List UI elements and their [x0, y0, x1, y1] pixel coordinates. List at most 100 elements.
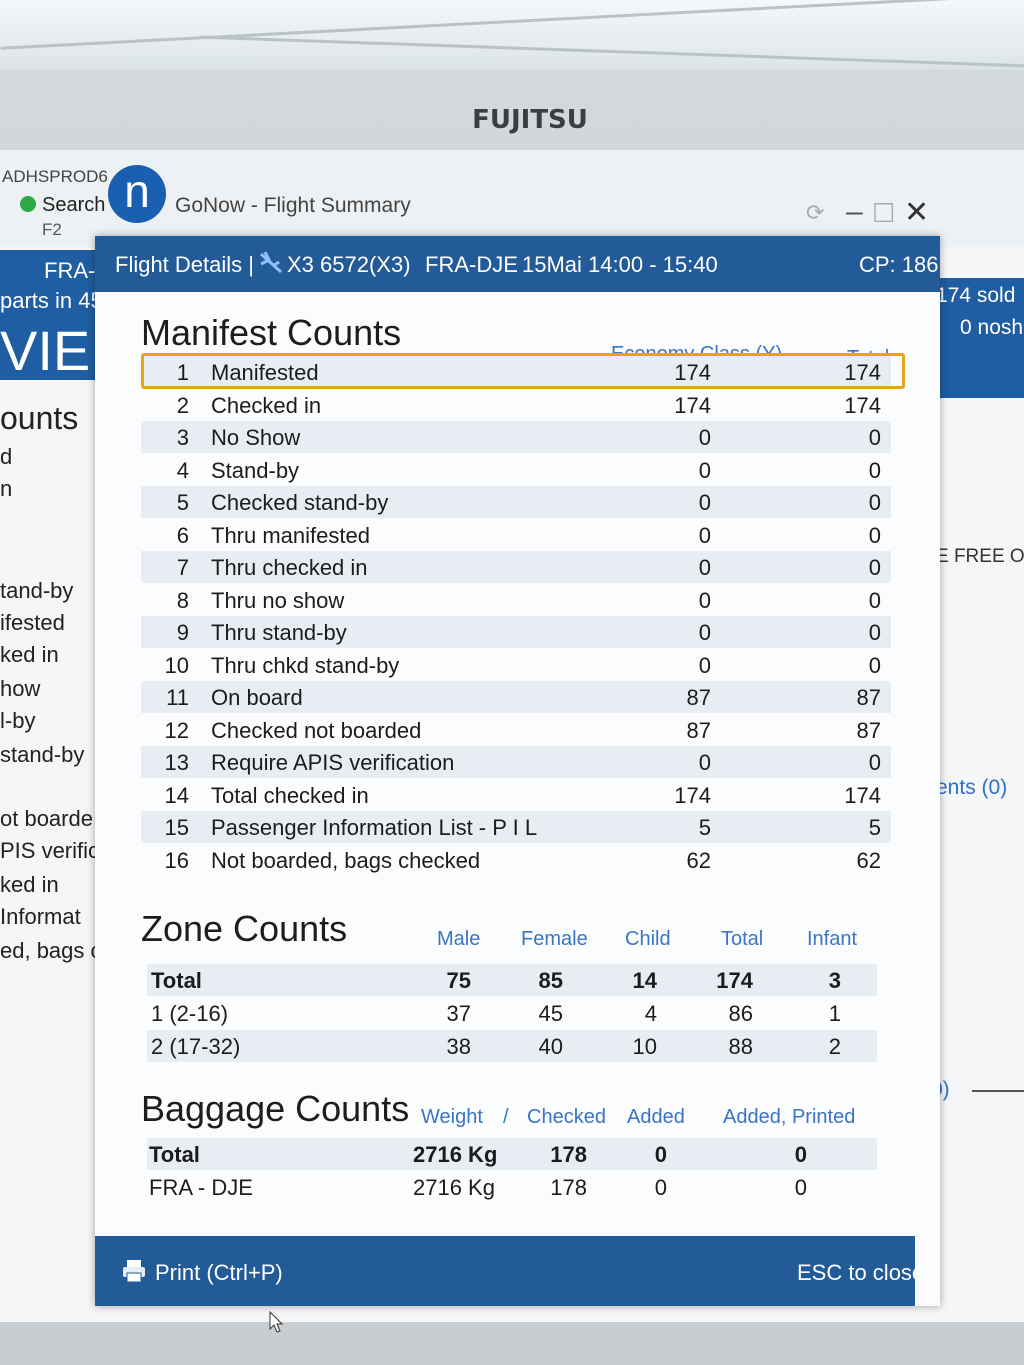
- search-label[interactable]: Search: [42, 194, 106, 216]
- close-icon[interactable]: ✕: [904, 196, 930, 229]
- zone-title: Zone Counts: [141, 908, 348, 949]
- manifest-row[interactable]: 11 On board 87 87: [141, 681, 891, 713]
- female-count: 40: [538, 1034, 563, 1059]
- manifest-row[interactable]: 3 No Show 0 0: [141, 421, 891, 453]
- total-value: 0: [868, 425, 881, 450]
- economy-value: 174: [674, 392, 711, 418]
- manifest-row[interactable]: 10 Thru chkd stand-by 0 0: [141, 649, 891, 681]
- manifest-row[interactable]: 5 Checked stand-by 0 0: [141, 486, 891, 518]
- economy-value: 174: [674, 782, 711, 808]
- total-value: 0: [868, 490, 881, 515]
- print-button[interactable]: Print (Ctrl+P): [155, 1260, 283, 1285]
- row-number: 6: [176, 522, 189, 548]
- row-number: 10: [164, 652, 189, 678]
- background-view-title: VIE: [0, 319, 91, 382]
- total-value: 174: [844, 392, 881, 418]
- row-number: 9: [176, 620, 189, 645]
- row-label: Thru no show: [211, 587, 345, 613]
- background-list-item: ed, bags c: [0, 938, 102, 963]
- background-list-item: stand-by: [0, 742, 85, 767]
- zone-column-header: Female: [521, 928, 588, 950]
- background-list-item: ot boarde: [0, 806, 93, 831]
- zone-row: Total 75 85 14 174 3: [147, 964, 877, 996]
- background-list-item: l-by: [0, 708, 36, 733]
- row-label: On board: [211, 685, 303, 710]
- manifest-row[interactable]: 6 Thru manifested 0 0: [141, 519, 891, 551]
- flight-summary-dialog: Flight Details | X3 6572(X3) FRA-DJE 15M…: [95, 236, 940, 1333]
- flight-route: FRA-DJE: [425, 252, 518, 277]
- manifest-row[interactable]: 14 Total checked in 174 174: [141, 779, 891, 811]
- row-number: 14: [164, 782, 189, 808]
- economy-value: 0: [698, 425, 711, 450]
- zone-label: 1 (2-16): [151, 1001, 229, 1026]
- divider: [972, 1090, 1024, 1092]
- sold-count: 174 sold: [936, 284, 1016, 307]
- manifest-row[interactable]: 9 Thru stand-by 0 0: [141, 616, 891, 648]
- economy-value: 87: [686, 685, 711, 710]
- row-number: 4: [176, 457, 189, 483]
- manifest-row[interactable]: 1 Manifested 174 174: [141, 356, 891, 388]
- minimize-icon[interactable]: –: [846, 195, 863, 228]
- free-of-label: E FREE OF: [936, 546, 1024, 567]
- baggage-added: 0: [654, 1142, 667, 1167]
- economy-value: 0: [698, 620, 711, 645]
- manifest-row[interactable]: 8 Thru no show 0 0: [141, 584, 891, 616]
- child-count: 10: [632, 1034, 657, 1059]
- row-number: 1: [176, 360, 189, 385]
- infant-count: 3: [828, 968, 841, 993]
- zone-column-header: Total: [721, 928, 764, 950]
- baggage-checked: 178: [550, 1142, 587, 1167]
- printer-icon[interactable]: [121, 1258, 147, 1284]
- manifest-row[interactable]: 15 Passenger Information List - P I L 5 5: [141, 811, 891, 843]
- row-number: 16: [164, 847, 189, 873]
- total-value: 0: [868, 555, 881, 580]
- male-count: 37: [446, 1001, 471, 1026]
- manifest-row[interactable]: 7 Thru checked in 0 0: [141, 551, 891, 583]
- manifest-row[interactable]: 12 Checked not boarded 87 87: [141, 714, 891, 746]
- zone-total: 86: [728, 1001, 753, 1026]
- row-number: 8: [176, 587, 189, 613]
- economy-value: 0: [698, 490, 711, 515]
- female-count: 85: [538, 968, 563, 993]
- manifest-row[interactable]: 2 Checked in 174 174: [141, 389, 891, 421]
- baggage-label: FRA - DJE: [149, 1175, 253, 1200]
- background-titlebar: [0, 162, 1024, 247]
- selected-row-highlight: [141, 353, 905, 389]
- infant-count: 2: [828, 1034, 841, 1059]
- economy-value: 0: [698, 652, 711, 678]
- manifest-title: Manifest Counts: [141, 312, 402, 353]
- manifest-row[interactable]: 4 Stand-by 0 0: [141, 454, 891, 486]
- refresh-icon[interactable]: ⟳: [806, 200, 825, 225]
- manifest-row[interactable]: 13 Require APIS verification 0 0: [141, 746, 891, 778]
- maximize-icon[interactable]: ☐: [872, 198, 896, 228]
- search-shortcut: F2: [42, 220, 62, 239]
- monitor-brand-logo: FUJITSU: [472, 105, 588, 135]
- documents-link[interactable]: ents (0): [936, 776, 1008, 799]
- row-number: 15: [164, 815, 189, 840]
- baggage-added-printed: 0: [794, 1175, 807, 1200]
- cp-count: CP: 186: [859, 252, 939, 277]
- economy-value: 0: [698, 750, 711, 775]
- total-value: 174: [844, 782, 881, 808]
- row-label: Checked in: [211, 392, 322, 418]
- row-label: No Show: [211, 425, 301, 450]
- economy-value: 0: [698, 555, 711, 580]
- economy-value: 87: [686, 717, 711, 743]
- total-value: 0: [868, 750, 881, 775]
- mouse-cursor-icon: [269, 1311, 283, 1333]
- row-number: 7: [176, 555, 189, 580]
- child-count: 4: [644, 1001, 657, 1026]
- baggage-column-header: Added, Printed: [723, 1106, 856, 1128]
- total-value: 5: [868, 815, 881, 840]
- row-number: 3: [176, 425, 189, 450]
- flight-header-bar: Flight Details | X3 6572(X3) FRA-DJE 15M…: [95, 236, 940, 292]
- flight-number: X3 6572(X3): [287, 252, 411, 277]
- esc-close-label[interactable]: ESC to close: [797, 1260, 925, 1285]
- background-route-header: [0, 250, 104, 380]
- manifest-row[interactable]: 16 Not boarded, bags checked 62 62: [141, 844, 891, 876]
- background-list-item: how: [0, 676, 41, 701]
- zone-column-header: Child: [625, 928, 671, 950]
- baggage-added-printed: 0: [794, 1142, 807, 1167]
- economy-value: 0: [698, 457, 711, 483]
- zone-row: 2 (17-32) 38 40 10 88 2: [147, 1030, 877, 1062]
